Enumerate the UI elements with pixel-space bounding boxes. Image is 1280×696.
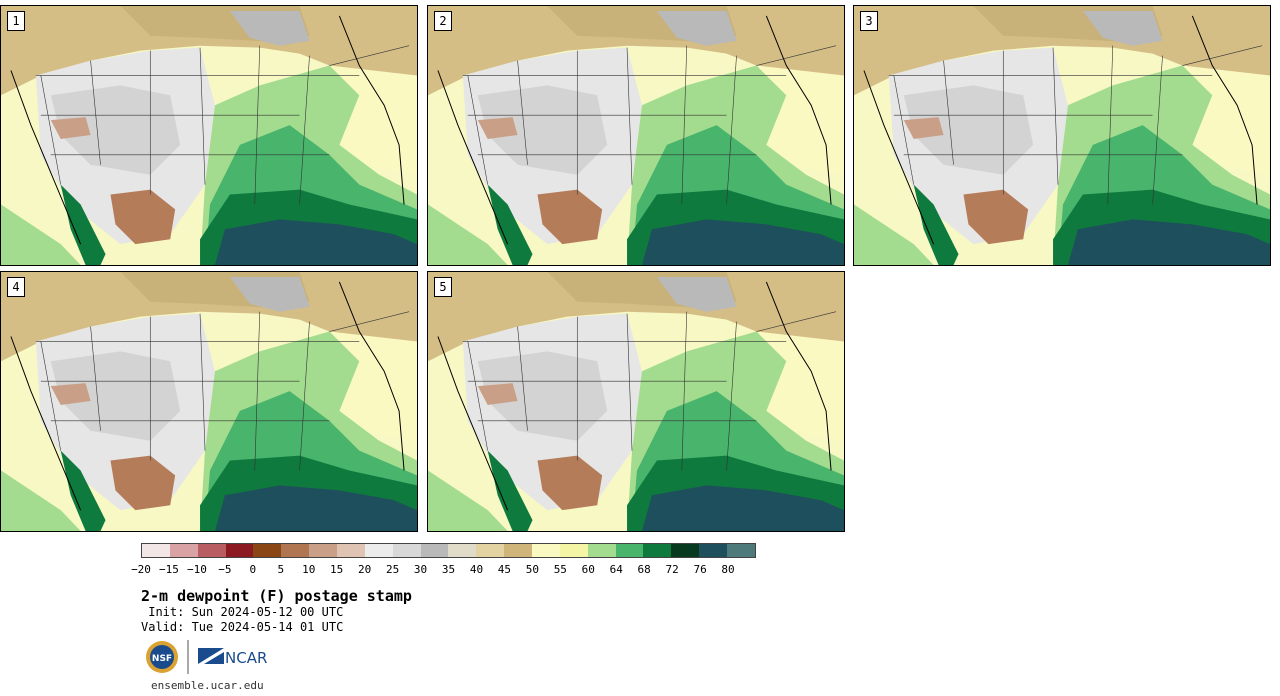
colorbar-tick-label: 20: [358, 563, 372, 576]
colorbar-ticks: −20 −15 −10 −5 0 5 10 15 20 25 30 35 40 45 50 55 60 64 68 7…: [131, 563, 756, 577]
colorbar-swatch: [615, 544, 644, 557]
colorbar-tick-label: 45: [497, 563, 512, 576]
colorbar-tick-label: 76: [693, 563, 707, 576]
site-url: ensemble.ucar.edu: [151, 679, 264, 692]
colorbar-swatch: [532, 544, 560, 557]
colorbar-tick-label: −20: [131, 563, 151, 576]
colorbar-tick-label: 50: [525, 563, 539, 576]
colorbar-tick-label: −5: [218, 563, 232, 576]
nsf-logo-text: NSF: [152, 654, 172, 664]
colorbar-tick-label: 0: [249, 563, 257, 576]
colorbar-swatch: [392, 544, 421, 557]
panel-label: 1: [7, 11, 25, 31]
colorbar-swatch: [420, 544, 449, 557]
colorbar-tick-label: 40: [469, 563, 484, 576]
colorbar-swatch: [225, 544, 254, 557]
colorbar-swatch: [448, 544, 477, 557]
dewpoint-map: [1, 6, 417, 265]
colorbar-tick-label: 35: [441, 563, 456, 576]
colorbar-tick-label: 5: [277, 563, 285, 576]
colorbar-swatch: [337, 544, 365, 557]
plot-title: 2-m dewpoint (F) postage stamp: [141, 587, 412, 605]
colorbar-swatch: [699, 544, 728, 557]
colorbar-swatch: [309, 544, 338, 557]
colorbar-tick-label: 55: [553, 563, 567, 576]
colorbar-tick-label: 72: [665, 563, 679, 576]
map-panel-2: 2: [427, 5, 845, 266]
colorbar-swatch: [364, 544, 393, 557]
panel-label: 4: [7, 277, 25, 297]
dewpoint-map: [1, 272, 417, 531]
colorbar-swatch: [476, 544, 505, 557]
dewpoint-map: [854, 6, 1270, 265]
colorbar: [141, 543, 756, 558]
ncar-logo: NCAR: [198, 648, 267, 667]
map-panel-3: 3: [853, 5, 1271, 266]
colorbar-swatch: [559, 544, 588, 557]
map-panel-4: 4: [0, 271, 418, 532]
colorbar-tick-label: 25: [385, 563, 400, 576]
dewpoint-map: [428, 6, 844, 265]
valid-time: Valid: Tue 2024-05-14 01 UTC: [141, 620, 344, 634]
colorbar-tick-label: −15: [159, 563, 179, 576]
colorbar-swatch: [587, 544, 616, 557]
nsf-logo: NSF: [146, 641, 178, 673]
colorbar-swatch: [727, 544, 755, 557]
ncar-logo-text: NCAR: [225, 649, 267, 667]
colorbar-swatch: [197, 544, 226, 557]
colorbar-swatch: [643, 544, 672, 557]
colorbar-swatch: [281, 544, 310, 557]
dewpoint-map: [428, 272, 844, 531]
colorbar-swatch: [504, 544, 533, 557]
colorbar-swatch: [671, 544, 700, 557]
colorbar-tick-label: 68: [637, 563, 651, 576]
colorbar-swatch: [169, 544, 198, 557]
map-panel-5: 5: [427, 271, 845, 532]
colorbar-tick-label: 64: [609, 563, 623, 576]
colorbar-tick-label: 60: [581, 563, 595, 576]
panel-label: 3: [860, 11, 878, 31]
panel-label: 2: [434, 11, 452, 31]
colorbar-tick-label: 15: [330, 563, 344, 576]
panel-label: 5: [434, 277, 452, 297]
colorbar-swatch: [142, 544, 170, 557]
logos: NSF NCAR: [146, 640, 267, 674]
colorbar-swatch: [253, 544, 282, 557]
colorbar-tick-label: −10: [186, 563, 207, 576]
map-panel-1: 1: [0, 5, 418, 266]
colorbar-tick-label: 80: [721, 563, 735, 576]
colorbar-tick-label: 10: [302, 563, 316, 576]
init-time: Init: Sun 2024-05-12 00 UTC: [141, 605, 344, 619]
colorbar-tick-label: 30: [413, 563, 428, 576]
